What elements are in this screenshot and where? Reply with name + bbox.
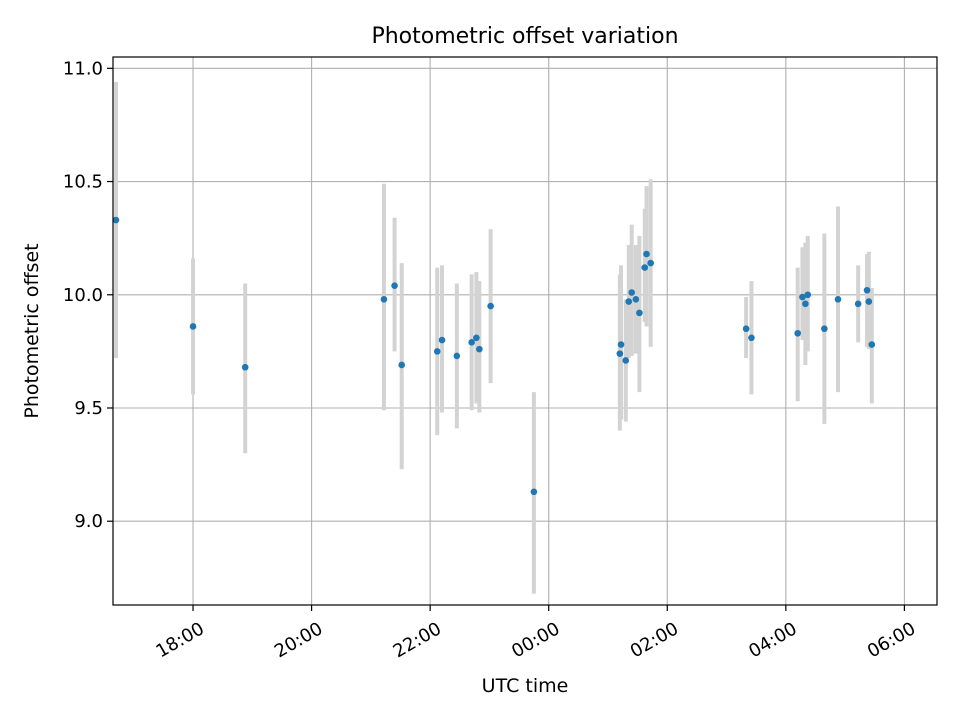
data-point [802, 300, 809, 308]
data-point [530, 488, 538, 496]
x-axis-label: UTC time [482, 675, 569, 697]
data-point [632, 295, 640, 303]
data-point [742, 325, 750, 333]
data-point [628, 289, 636, 296]
data-point [438, 336, 446, 344]
y-tick-label: 11.0 [63, 58, 103, 79]
data-point [794, 329, 801, 337]
data-point [487, 302, 494, 310]
data-point [625, 298, 633, 305]
data-point [473, 334, 480, 342]
y-tick-label: 10.0 [63, 285, 103, 306]
y-axis-label: Photometric offset [21, 243, 43, 418]
data-point [112, 216, 120, 224]
plot-frame [112, 56, 938, 606]
data-point [241, 363, 249, 371]
y-tick-label: 9.0 [74, 511, 103, 532]
data-point [641, 264, 649, 271]
data-point [622, 357, 630, 364]
data-point [616, 350, 624, 357]
data-point [643, 250, 650, 258]
data-point [834, 295, 842, 303]
y-tick-label: 10.5 [63, 172, 103, 193]
data-point [647, 259, 654, 267]
data-point [865, 298, 873, 305]
data-point [380, 295, 388, 303]
data-point [804, 291, 812, 299]
data-point [189, 323, 197, 330]
data-point [398, 361, 405, 369]
data-points [112, 216, 876, 496]
data-point [799, 293, 806, 301]
data-point [391, 282, 398, 290]
data-point [617, 341, 625, 348]
data-point [468, 339, 475, 346]
y-axis-ticks: 9.0 9.5 10.0 10.5 11.0 [63, 58, 113, 532]
plot-area [113, 57, 937, 605]
data-point [748, 334, 755, 342]
data-point [854, 300, 862, 308]
data-point [476, 345, 483, 353]
data-point [433, 348, 441, 355]
data-point [636, 309, 643, 317]
y-tick-label: 9.5 [74, 398, 103, 419]
data-point [453, 352, 461, 360]
data-point [821, 325, 828, 333]
chart-title: Photometric offset variation [371, 24, 678, 49]
data-point [863, 286, 871, 294]
data-point [868, 341, 876, 348]
